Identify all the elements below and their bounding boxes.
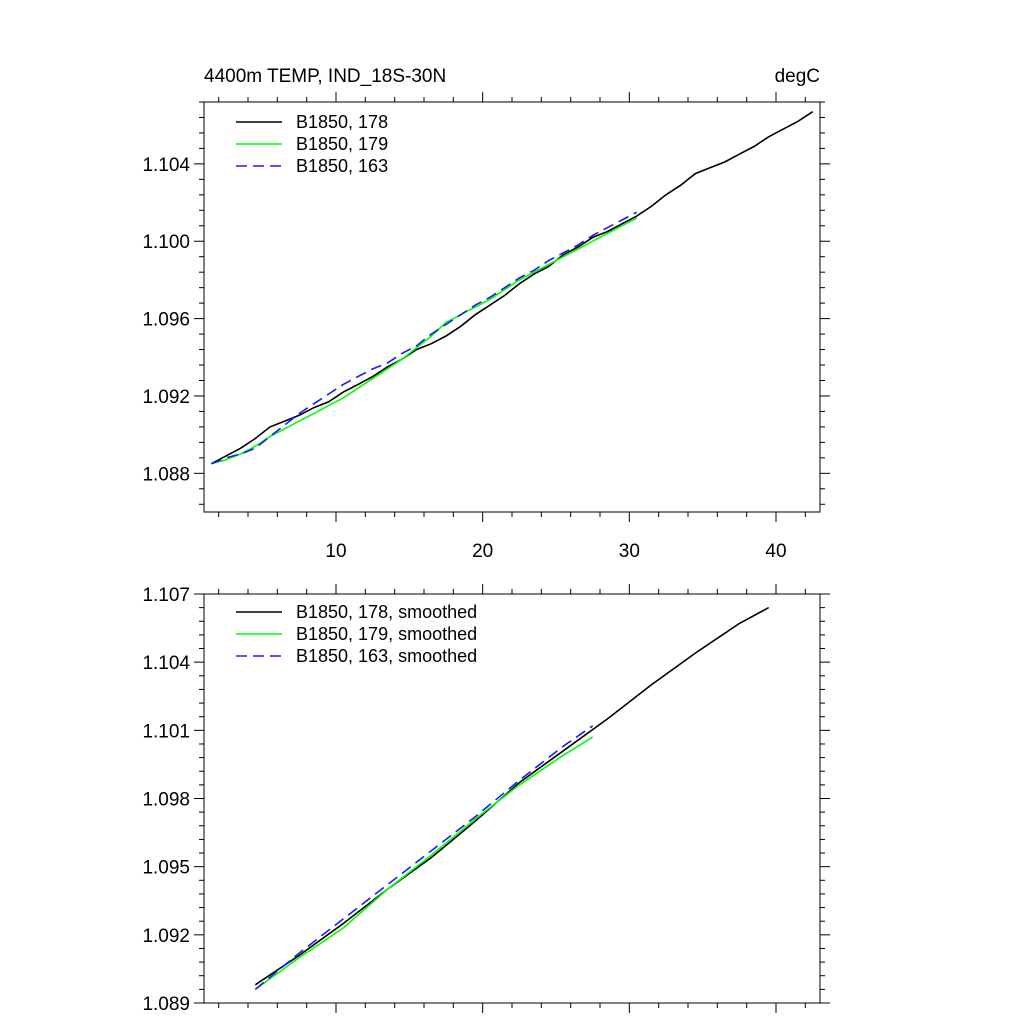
x-tick-label: 10 xyxy=(325,541,346,562)
y-tick-label: 1.092 xyxy=(142,926,190,947)
y-tick-label: 1.098 xyxy=(142,790,190,811)
series-layer xyxy=(254,606,770,991)
series-line xyxy=(254,736,594,991)
x-tick-label: 20 xyxy=(472,541,493,562)
y-tick-label: 1.107 xyxy=(142,585,190,606)
plot-frame xyxy=(203,101,821,513)
chart-title: 4400m TEMP, IND_18S-30N xyxy=(204,66,446,87)
y-tick-label: 1.096 xyxy=(142,310,190,331)
legend-label: B1850, 163, smoothed xyxy=(296,646,477,666)
y-tick-label: 1.101 xyxy=(142,721,190,742)
y-tick-label: 1.104 xyxy=(142,155,190,176)
legend-label: B1850, 163 xyxy=(296,156,388,176)
legend-label: B1850, 179, smoothed xyxy=(296,624,477,644)
legend-label: B1850, 178 xyxy=(296,112,388,132)
y-tick-label: 1.088 xyxy=(142,464,190,485)
series-line xyxy=(254,725,594,991)
top-panel: 4400m TEMP, IND_18S-30N degC 10 20 30 40 1.0… xyxy=(142,66,830,562)
plot-frame xyxy=(203,593,821,1004)
legend: B1850, 178 B1850, 179 B1850, 163 xyxy=(236,112,388,176)
y-tick-label: 1.089 xyxy=(142,994,190,1015)
bottom-panel: 1.089 1.092 1.095 1.098 1.101 1.104 1.107 B185… xyxy=(142,584,830,1015)
y-tick-label: 1.104 xyxy=(142,653,190,674)
x-tick-label: 40 xyxy=(765,541,786,562)
ticks-layer: 10 20 30 40 1.088 1.092 1.096 1.100 1.104 xyxy=(142,92,830,562)
x-tick-label: 30 xyxy=(619,541,640,562)
legend-label: B1850, 179 xyxy=(296,134,388,154)
legend: B1850, 178, smoothed B1850, 179, smoothe… xyxy=(236,602,477,666)
y-tick-label: 1.095 xyxy=(142,858,190,879)
ticks-layer: 1.089 1.092 1.095 1.098 1.101 1.104 1.107 xyxy=(142,584,830,1015)
series-layer xyxy=(210,111,814,465)
y-tick-label: 1.100 xyxy=(142,232,190,253)
series-line xyxy=(210,111,814,465)
series-line xyxy=(254,606,770,986)
legend-label: B1850, 178, smoothed xyxy=(296,602,477,622)
units-label: degC xyxy=(775,66,820,87)
y-tick-label: 1.092 xyxy=(142,387,190,408)
series-line xyxy=(211,217,638,465)
series-line xyxy=(211,211,638,465)
